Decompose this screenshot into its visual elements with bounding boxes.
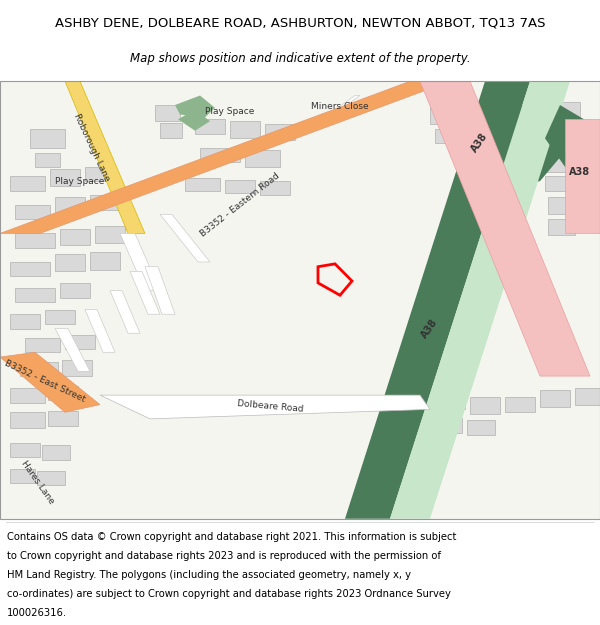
Polygon shape (10, 388, 45, 402)
Polygon shape (30, 129, 65, 148)
Polygon shape (85, 167, 110, 181)
Polygon shape (155, 105, 180, 121)
Polygon shape (545, 176, 575, 191)
Text: co-ordinates) are subject to Crown copyright and database rights 2023 Ordnance S: co-ordinates) are subject to Crown copyr… (7, 589, 451, 599)
Polygon shape (420, 81, 590, 376)
Text: Hares Lane: Hares Lane (20, 459, 56, 506)
Polygon shape (178, 110, 210, 131)
Polygon shape (145, 267, 175, 314)
Text: Map shows position and indicative extent of the property.: Map shows position and indicative extent… (130, 52, 470, 65)
Polygon shape (540, 127, 570, 143)
Polygon shape (345, 81, 530, 519)
Polygon shape (540, 391, 570, 406)
Polygon shape (470, 131, 500, 148)
Polygon shape (315, 96, 360, 124)
Text: Contains OS data © Crown copyright and database right 2021. This information is : Contains OS data © Crown copyright and d… (7, 531, 457, 541)
Polygon shape (10, 314, 40, 329)
Polygon shape (48, 386, 78, 400)
Text: HM Land Registry. The polygons (including the associated geometry, namely x, y: HM Land Registry. The polygons (includin… (7, 570, 411, 580)
Text: B3352 - Eastern Road: B3352 - Eastern Road (199, 171, 281, 239)
Polygon shape (430, 105, 465, 124)
Polygon shape (470, 110, 505, 127)
Polygon shape (185, 178, 220, 191)
Polygon shape (55, 254, 85, 271)
Text: A38: A38 (420, 317, 440, 340)
Polygon shape (10, 442, 40, 457)
Polygon shape (160, 214, 210, 262)
Polygon shape (548, 198, 578, 214)
Polygon shape (95, 226, 125, 243)
Polygon shape (100, 395, 430, 419)
Text: Play Space: Play Space (205, 107, 254, 116)
Polygon shape (430, 395, 465, 409)
Polygon shape (90, 253, 120, 269)
Text: to Crown copyright and database rights 2023 and is reproduced with the permissio: to Crown copyright and database rights 2… (7, 551, 441, 561)
Polygon shape (55, 198, 85, 214)
Polygon shape (230, 121, 260, 138)
Polygon shape (10, 412, 45, 428)
Polygon shape (0, 352, 100, 412)
Polygon shape (575, 121, 600, 138)
Text: Miners Close: Miners Close (311, 102, 369, 111)
Polygon shape (110, 291, 140, 333)
Polygon shape (575, 388, 600, 404)
Text: Roborough Lane: Roborough Lane (73, 112, 112, 183)
Polygon shape (130, 271, 160, 314)
Polygon shape (42, 444, 70, 460)
Polygon shape (60, 283, 90, 298)
Polygon shape (490, 105, 560, 188)
Polygon shape (35, 152, 60, 167)
Polygon shape (50, 169, 80, 186)
Polygon shape (545, 105, 600, 181)
Text: B3352 - East Street: B3352 - East Street (3, 358, 87, 404)
Polygon shape (45, 309, 75, 324)
Polygon shape (265, 124, 295, 140)
Polygon shape (505, 397, 535, 412)
Polygon shape (565, 119, 600, 233)
Text: Dolbeare Road: Dolbeare Road (236, 399, 304, 414)
Polygon shape (432, 418, 462, 433)
Polygon shape (245, 150, 280, 167)
Polygon shape (390, 81, 570, 519)
Polygon shape (10, 262, 50, 276)
Polygon shape (85, 309, 115, 352)
Polygon shape (550, 102, 580, 119)
Polygon shape (120, 233, 160, 291)
Polygon shape (55, 329, 90, 371)
Text: 100026316.: 100026316. (7, 608, 67, 618)
Polygon shape (62, 360, 92, 376)
Polygon shape (260, 181, 290, 196)
Polygon shape (15, 233, 55, 248)
Polygon shape (15, 288, 55, 302)
Polygon shape (175, 96, 215, 118)
Polygon shape (10, 469, 35, 482)
Polygon shape (195, 119, 225, 134)
Polygon shape (545, 156, 580, 172)
Polygon shape (225, 180, 255, 194)
Polygon shape (65, 335, 95, 349)
Polygon shape (435, 129, 465, 143)
Polygon shape (160, 123, 182, 138)
Polygon shape (0, 81, 450, 233)
Polygon shape (10, 176, 45, 191)
Polygon shape (505, 131, 535, 145)
Polygon shape (467, 420, 495, 435)
Polygon shape (15, 205, 50, 219)
Polygon shape (20, 362, 58, 376)
Polygon shape (37, 471, 65, 486)
Polygon shape (65, 81, 145, 233)
Text: A38: A38 (470, 131, 490, 154)
Polygon shape (548, 219, 575, 236)
Polygon shape (60, 229, 90, 245)
Polygon shape (48, 411, 78, 426)
Polygon shape (90, 196, 120, 209)
Polygon shape (200, 148, 240, 162)
Text: A38: A38 (569, 167, 590, 177)
Text: Play Space: Play Space (55, 177, 104, 186)
Polygon shape (510, 105, 545, 121)
Polygon shape (470, 397, 500, 414)
Text: ASHBY DENE, DOLBEARE ROAD, ASHBURTON, NEWTON ABBOT, TQ13 7AS: ASHBY DENE, DOLBEARE ROAD, ASHBURTON, NE… (55, 16, 545, 29)
Polygon shape (25, 338, 60, 352)
